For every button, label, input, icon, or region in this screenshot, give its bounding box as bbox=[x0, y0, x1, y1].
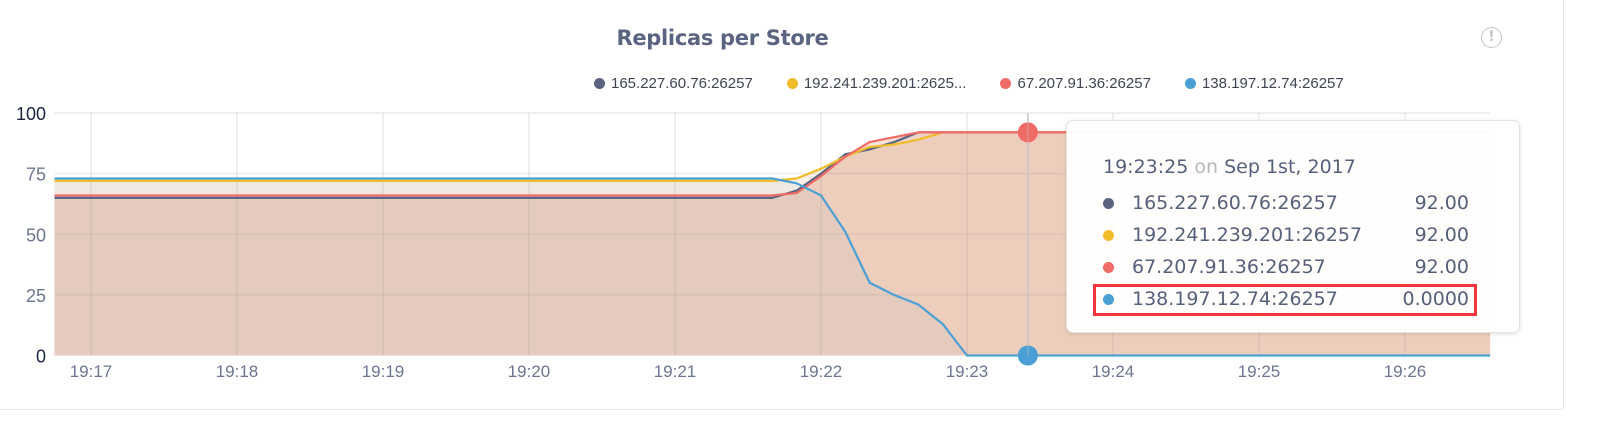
legend-item[interactable]: 138.197.12.74:26257 bbox=[1184, 75, 1344, 92]
x-tick-label: 19:25 bbox=[1238, 362, 1281, 381]
x-tick-label: 19:17 bbox=[70, 362, 113, 381]
y-tick-label: 75 bbox=[26, 165, 46, 185]
y-tick-label: 100 bbox=[16, 104, 46, 124]
tooltip-row: 165.227.60.76:26257 92.00 bbox=[1103, 188, 1469, 218]
tooltip-dot bbox=[1103, 229, 1114, 241]
y-tick-label: 25 bbox=[26, 286, 46, 306]
legend-dot bbox=[594, 78, 605, 89]
tooltip-value: 92.00 bbox=[1414, 224, 1469, 246]
legend-dot bbox=[786, 78, 798, 89]
y-tick-label: 0 bbox=[36, 347, 46, 367]
tooltip-value: 92.00 bbox=[1414, 192, 1469, 214]
legend-item[interactable]: 165.227.60.76:26257 bbox=[594, 75, 753, 92]
x-tick-label: 19:22 bbox=[800, 362, 843, 381]
chart-title: Replicas per Store bbox=[616, 26, 829, 50]
x-tick-label: 19:20 bbox=[508, 362, 551, 381]
legend-dot bbox=[1000, 78, 1012, 89]
tooltip: 19:23:25 on Sep 1st, 2017 165.227.60.76:… bbox=[1066, 120, 1520, 333]
x-tick-label: 19:21 bbox=[654, 362, 697, 381]
highlight-box bbox=[1093, 284, 1477, 316]
tooltip-header: 19:23:25 on Sep 1st, 2017 bbox=[1103, 156, 1356, 178]
tooltip-time: 19:23:25 bbox=[1103, 156, 1189, 178]
x-tick-label: 19:18 bbox=[216, 362, 259, 381]
tooltip-row: 138.197.12.74:26257 0.0000 bbox=[1103, 284, 1469, 314]
series-line bbox=[54, 177, 1491, 357]
x-tick-label: 19:26 bbox=[1384, 362, 1427, 381]
series-line bbox=[54, 131, 1491, 182]
tooltip-date: Sep 1st, 2017 bbox=[1224, 156, 1356, 178]
tooltip-dot bbox=[1103, 197, 1114, 209]
tooltip-value: 92.00 bbox=[1414, 256, 1469, 278]
tooltip-row: 67.207.91.36:26257 92.00 bbox=[1103, 252, 1469, 282]
legend-label: 192.241.239.201:2625... bbox=[803, 75, 967, 92]
x-tick-label: 19:24 bbox=[1092, 362, 1135, 381]
tooltip-value: 0.0000 bbox=[1402, 288, 1469, 310]
legend: 165.227.60.76:26257 192.241.239.201:2625… bbox=[594, 75, 1378, 92]
info-icon[interactable]: ! bbox=[1481, 27, 1502, 48]
tooltip-series: 192.241.239.201:26257 bbox=[1132, 224, 1363, 246]
series-area bbox=[54, 178, 1491, 356]
legend-label: 138.197.12.74:26257 bbox=[1201, 75, 1344, 92]
legend-item[interactable]: 192.241.239.201:2625... bbox=[786, 75, 967, 92]
legend-dot bbox=[1184, 78, 1196, 89]
x-tick-label: 19:19 bbox=[362, 362, 405, 381]
tooltip-series: 138.197.12.74:26257 bbox=[1132, 288, 1338, 310]
chart-card bbox=[0, 0, 1564, 410]
legend-item[interactable]: 67.207.91.36:26257 bbox=[1000, 75, 1151, 92]
series-line bbox=[54, 131, 1491, 197]
tooltip-series: 67.207.91.36:26257 bbox=[1132, 256, 1326, 278]
x-tick-label: 19:23 bbox=[946, 362, 989, 381]
tooltip-on: on bbox=[1194, 156, 1219, 178]
legend-label: 165.227.60.76:26257 bbox=[611, 75, 753, 92]
tooltip-row: 192.241.239.201:26257 92.00 bbox=[1103, 220, 1469, 250]
legend-label: 67.207.91.36:26257 bbox=[1017, 75, 1151, 92]
tooltip-dot bbox=[1103, 293, 1114, 305]
tooltip-dot bbox=[1103, 261, 1114, 273]
y-tick-label: 50 bbox=[26, 225, 46, 245]
tooltip-series: 165.227.60.76:26257 bbox=[1132, 192, 1338, 214]
